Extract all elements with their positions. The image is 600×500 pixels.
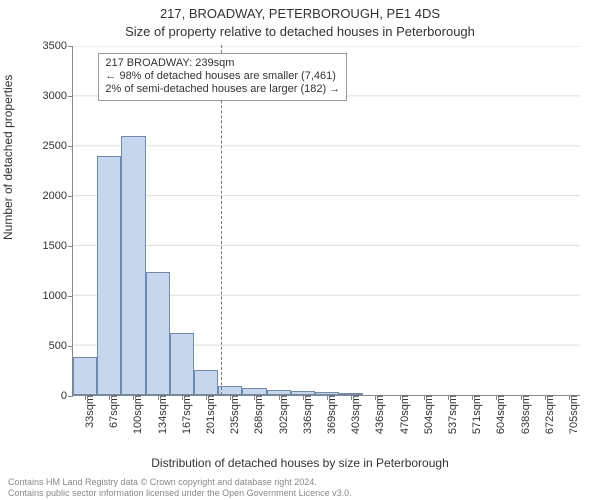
- x-tick-label: 134sqm: [154, 395, 169, 434]
- y-tick-mark: [68, 96, 73, 97]
- y-tick-mark: [68, 296, 73, 297]
- footer-line1: Contains HM Land Registry data © Crown c…: [8, 477, 352, 487]
- histogram-bar: [146, 272, 170, 395]
- callout-box: 217 BROADWAY: 239sqm ← 98% of detached h…: [98, 53, 347, 101]
- x-tick-label: 302sqm: [275, 395, 290, 434]
- histogram-bar: [73, 357, 97, 395]
- x-tick-label: 470sqm: [396, 395, 411, 434]
- x-tick-label: 201sqm: [202, 395, 217, 434]
- x-tick-label: 403sqm: [347, 395, 362, 434]
- callout-line1: 217 BROADWAY: 239sqm: [105, 57, 340, 70]
- callout-line2: ← 98% of detached houses are smaller (7,…: [105, 70, 340, 83]
- x-tick-label: 336sqm: [299, 395, 314, 434]
- y-tick-mark: [68, 246, 73, 247]
- x-tick-label: 33sqm: [81, 395, 96, 428]
- y-axis-label: Number of detached properties: [1, 75, 15, 240]
- callout-line3: 2% of semi-detached houses are larger (1…: [105, 83, 340, 96]
- x-tick-label: 672sqm: [541, 395, 556, 434]
- histogram-bar: [194, 370, 218, 396]
- x-tick-label: 604sqm: [492, 395, 507, 434]
- x-tick-label: 504sqm: [420, 395, 435, 434]
- y-tick-mark: [68, 196, 73, 197]
- histogram-bar: [121, 136, 145, 395]
- x-tick-label: 268sqm: [250, 395, 265, 434]
- y-tick-mark: [68, 346, 73, 347]
- histogram-bar: [170, 333, 194, 396]
- x-tick-label: 537sqm: [444, 395, 459, 434]
- page-subtitle: Size of property relative to detached ho…: [0, 24, 600, 39]
- x-tick-label: 235sqm: [226, 395, 241, 434]
- footer: Contains HM Land Registry data © Crown c…: [8, 477, 352, 498]
- x-tick-label: 167sqm: [178, 395, 193, 434]
- x-tick-label: 571sqm: [468, 395, 483, 434]
- x-tick-label: 638sqm: [517, 395, 532, 434]
- x-tick-label: 705sqm: [565, 395, 580, 434]
- y-tick-mark: [68, 46, 73, 47]
- x-axis-caption: Distribution of detached houses by size …: [0, 456, 600, 470]
- page-address-title: 217, BROADWAY, PETERBOROUGH, PE1 4DS: [0, 6, 600, 21]
- footer-line2: Contains public sector information licen…: [8, 488, 352, 498]
- y-tick-mark: [68, 396, 73, 397]
- x-tick-label: 67sqm: [105, 395, 120, 428]
- x-tick-label: 436sqm: [371, 395, 386, 434]
- y-tick-mark: [68, 146, 73, 147]
- histogram-bar: [242, 388, 266, 396]
- histogram-bar: [97, 156, 121, 395]
- x-tick-label: 369sqm: [323, 395, 338, 434]
- histogram-plot: 0500100015002000250030003500 33sqm67sqm1…: [72, 46, 580, 396]
- x-tick-label: 100sqm: [129, 395, 144, 434]
